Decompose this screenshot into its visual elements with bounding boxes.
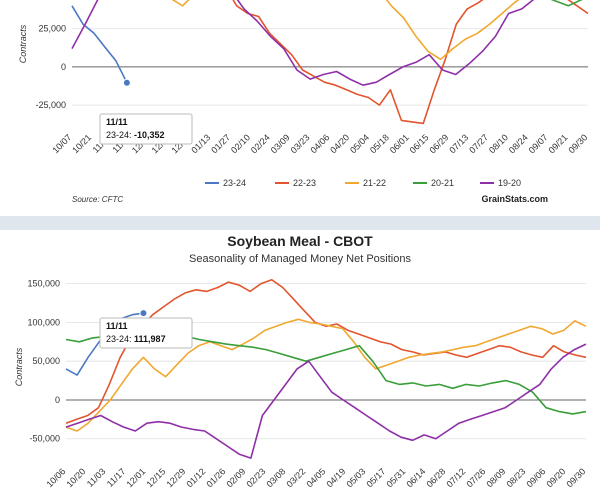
- x-tick-label: 11/03: [85, 466, 108, 489]
- x-tick-label: 09/20: [544, 466, 567, 489]
- tooltip-date: 11/11: [106, 321, 128, 331]
- series-line-21-22: [65, 318, 587, 432]
- legend-label-20-21: 20-21: [431, 178, 454, 188]
- tooltip-value: 23-24: 111,987: [106, 334, 166, 344]
- tooltip-box: [99, 113, 193, 145]
- y-tick-label: 150,000: [27, 279, 60, 289]
- series-line-19-20: [71, 0, 535, 86]
- chart-panel-bottom: Soybean Meal - CBOT Seasonality of Manage…: [0, 230, 600, 500]
- y-axis-label: Contracts: [14, 347, 24, 386]
- x-tick-label: 10/07: [50, 132, 73, 155]
- x-tick-label: 05/18: [368, 132, 391, 155]
- chart-title: Soybean Meal - CBOT: [227, 233, 373, 249]
- x-tick-label: 06/28: [424, 466, 447, 489]
- series-line-22-23: [232, 0, 589, 125]
- x-tick-label: 09/07: [527, 132, 550, 155]
- x-tick-label: 09/30: [564, 466, 587, 489]
- x-tick-label: 03/08: [264, 466, 287, 489]
- x-tick-label: 12/29: [164, 466, 187, 489]
- x-tick-label: 10/06: [44, 466, 67, 489]
- x-tick-label: 04/06: [308, 132, 331, 155]
- x-tick-label: 11/17: [105, 466, 128, 489]
- x-tick-label: 10/21: [70, 132, 93, 155]
- x-tick-label: 01/27: [209, 132, 232, 155]
- x-tick-label: 06/01: [388, 132, 411, 155]
- x-tick-label: 02/10: [229, 132, 252, 155]
- x-tick-label: 05/17: [364, 466, 387, 489]
- x-tick-label: 01/26: [204, 466, 227, 489]
- x-tick-label: 07/26: [464, 466, 487, 489]
- series-line-19-20: [65, 343, 587, 459]
- legend-label-21-22: 21-22: [363, 178, 386, 188]
- y-tick-label: 25,000: [38, 24, 66, 34]
- series-line-20-21: [550, 0, 583, 7]
- x-tick-label: 03/22: [284, 466, 307, 489]
- x-tick-label: 12/15: [144, 466, 167, 489]
- x-tick-label: 01/12: [184, 466, 207, 489]
- x-tick-label: 10/20: [64, 466, 87, 489]
- soybean-meal-seasonality-chart: Soybean Meal - CBOT Seasonality of Manage…: [14, 233, 587, 489]
- x-tick-label: 06/14: [404, 466, 427, 489]
- chart-subtitle: Seasonality of Managed Money Net Positio…: [189, 253, 411, 265]
- tooltip-value: 23-24: -10,352: [106, 130, 165, 140]
- tooltip-marker: [122, 78, 131, 87]
- x-tick-label: 09/21: [547, 132, 570, 155]
- x-tick-label: 07/13: [447, 132, 470, 155]
- y-tick-label: 0: [61, 62, 66, 72]
- x-tick-label: 02/09: [224, 466, 247, 489]
- series-line-22-23: [65, 279, 587, 424]
- x-tick-label: 05/04: [348, 132, 371, 155]
- x-tick-label: 06/29: [427, 132, 450, 155]
- legend-label-23-24: 23-24: [223, 178, 246, 188]
- y-axis-label: Contracts: [18, 24, 28, 63]
- tooltip-box: [99, 317, 193, 349]
- x-tick-label: 07/27: [467, 132, 490, 155]
- legend-label-22-23: 22-23: [293, 178, 316, 188]
- y-tick-label: 50,000: [32, 356, 60, 366]
- y-tick-label: 0: [55, 395, 60, 405]
- x-tick-label: 04/19: [324, 466, 347, 489]
- source-note: Source: CFTC: [72, 195, 123, 204]
- x-tick-label: 08/10: [487, 132, 510, 155]
- x-tick-label: 07/12: [444, 466, 467, 489]
- y-tick-label: 100,000: [27, 317, 60, 327]
- x-tick-label: 08/23: [504, 466, 527, 489]
- x-tick-label: 04/20: [328, 132, 351, 155]
- x-tick-label: 05/03: [344, 466, 367, 489]
- tooltip-date: 11/11: [106, 117, 128, 127]
- series-line-21-22: [171, 0, 520, 61]
- x-tick-label: 04/05: [304, 466, 327, 489]
- cotton-seasonality-chart: -25,000025,00050,000Contracts10/0710/211…: [18, 0, 589, 204]
- x-tick-label: 01/13: [189, 132, 212, 155]
- y-tick-label: -25,000: [35, 100, 66, 110]
- tooltip-marker: [139, 309, 148, 318]
- x-tick-label: 03/09: [269, 132, 292, 155]
- x-tick-label: 03/23: [289, 132, 312, 155]
- legend-label-19-20: 19-20: [498, 178, 521, 188]
- x-tick-label: 05/31: [384, 466, 407, 489]
- x-tick-label: 12/01: [124, 466, 147, 489]
- x-tick-label: 08/24: [507, 132, 530, 155]
- chart-panel-top: -25,000025,00050,000Contracts10/0710/211…: [0, 0, 600, 216]
- x-tick-label: 08/09: [484, 466, 507, 489]
- x-tick-label: 09/30: [566, 132, 589, 155]
- x-tick-label: 02/24: [249, 132, 272, 155]
- brand-label: GrainStats.com: [481, 194, 548, 204]
- x-tick-label: 06/15: [408, 132, 431, 155]
- y-tick-label: -50,000: [29, 434, 60, 444]
- series-line-23-24: [71, 5, 128, 84]
- x-tick-label: 09/06: [524, 466, 547, 489]
- x-tick-label: 02/23: [244, 466, 267, 489]
